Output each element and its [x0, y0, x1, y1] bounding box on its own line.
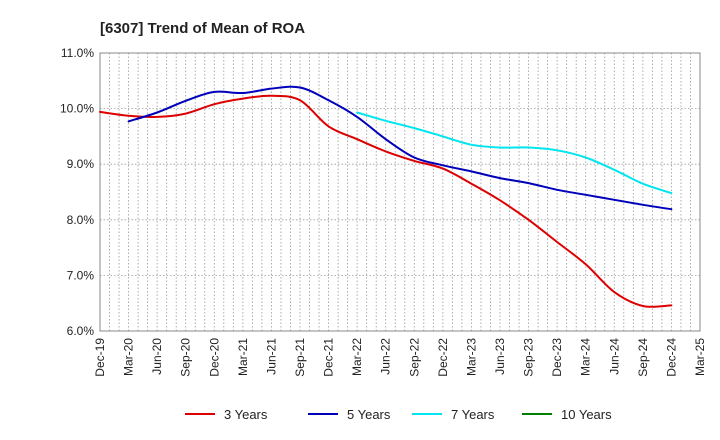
series-line-3-years — [99, 94, 673, 308]
x-tick-label: Dec-21 — [322, 338, 336, 377]
x-tick-label: Mar-20 — [122, 338, 136, 376]
series-line-7-years — [356, 111, 673, 195]
y-tick-label: 7.0% — [67, 268, 95, 282]
y-tick-label: 10.0% — [60, 102, 94, 116]
series-lines — [99, 85, 673, 308]
legend-label-7-years: 7 Years — [451, 407, 495, 422]
x-tick-label: Jun-20 — [150, 338, 164, 375]
y-tick-label: 9.0% — [67, 157, 95, 171]
y-tick-label: 11.0% — [61, 46, 94, 60]
y-axis: 6.0% 7.0% 8.0% 9.0% 10.0% 11.0% — [60, 46, 94, 338]
x-tick-label: Sep-24 — [636, 338, 650, 377]
series-line-5-years — [127, 85, 673, 211]
x-tick-label: Jun-23 — [493, 338, 507, 375]
x-tick-label: Mar-22 — [350, 338, 364, 376]
x-tick-label: Mar-24 — [579, 338, 593, 376]
legend: 3 Years 5 Years 7 Years 10 Years — [185, 407, 612, 422]
x-tick-label: Sep-20 — [179, 338, 193, 377]
legend-label-3-years: 3 Years — [224, 407, 268, 422]
legend-label-5-years: 5 Years — [347, 407, 391, 422]
x-tick-label: Dec-22 — [436, 338, 450, 377]
x-tick-label: Jun-22 — [379, 338, 393, 375]
x-tick-label: Mar-23 — [464, 338, 478, 376]
x-tick-label: Jun-21 — [264, 338, 278, 375]
x-tick-label: Jun-24 — [607, 338, 621, 375]
plot-area — [99, 52, 701, 332]
x-tick-label: Mar-21 — [236, 338, 250, 376]
x-tick-label: Dec-19 — [93, 338, 107, 377]
x-tick-label: Sep-21 — [293, 338, 307, 377]
chart-title: [6307] Trend of Mean of ROA — [100, 20, 305, 37]
legend-label-10-years: 10 Years — [561, 407, 612, 422]
x-axis: Dec-19 Mar-20 Jun-20 Sep-20 Dec-20 Mar-21 Jun-… — [93, 338, 707, 377]
y-tick-label: 6.0% — [67, 324, 95, 338]
x-tick-label: Mar-25 — [693, 338, 707, 376]
x-tick-label: Sep-22 — [407, 338, 421, 377]
x-tick-label: Sep-23 — [522, 338, 536, 377]
x-tick-label: Dec-23 — [550, 338, 564, 377]
x-tick-label: Dec-24 — [664, 338, 678, 377]
x-tick-label: Dec-20 — [207, 338, 221, 377]
y-tick-label: 8.0% — [67, 213, 95, 227]
